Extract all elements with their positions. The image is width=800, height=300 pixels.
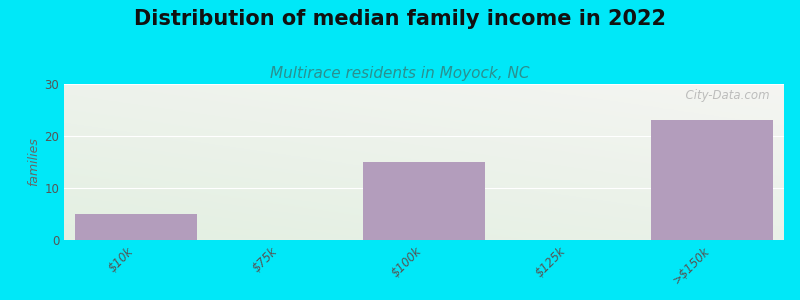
Bar — [75, 214, 197, 240]
Bar — [651, 120, 773, 240]
Text: City-Data.com: City-Data.com — [678, 89, 770, 102]
Y-axis label: families: families — [27, 138, 40, 186]
Bar — [362, 162, 485, 240]
Text: Multirace residents in Moyock, NC: Multirace residents in Moyock, NC — [270, 66, 530, 81]
Text: Distribution of median family income in 2022: Distribution of median family income in … — [134, 9, 666, 29]
